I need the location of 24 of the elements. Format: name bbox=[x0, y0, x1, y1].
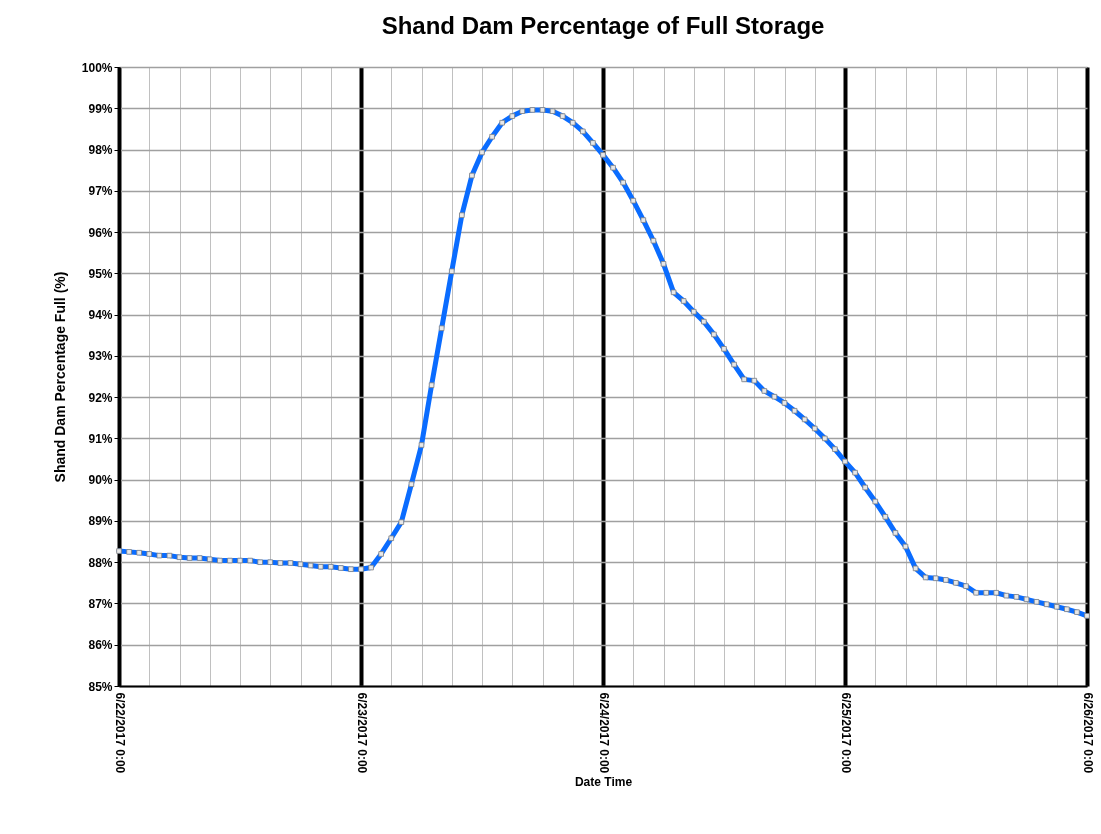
y-tick-label: 97% bbox=[88, 184, 113, 199]
x-tick-label: 6/25/2017 0:00 bbox=[838, 692, 853, 774]
y-axis-title: Shand Dam Percentage Full (%) bbox=[51, 271, 68, 483]
y-tick-label: 98% bbox=[88, 143, 113, 158]
y-tick-label: 86% bbox=[88, 638, 113, 653]
x-tick-label: 6/22/2017 0:00 bbox=[112, 692, 127, 774]
x-tick-label: 6/23/2017 0:00 bbox=[354, 692, 369, 774]
y-tick-label: 99% bbox=[88, 101, 113, 116]
y-tick-label: 92% bbox=[88, 390, 113, 405]
x-tick-label: 6/26/2017 0:00 bbox=[1080, 692, 1095, 774]
y-tick-label: 100% bbox=[81, 60, 113, 75]
x-tick-label: 6/24/2017 0:00 bbox=[596, 692, 611, 774]
y-tick-label: 95% bbox=[88, 266, 113, 281]
y-tick-label: 93% bbox=[88, 349, 113, 364]
y-tick-label: 91% bbox=[88, 431, 113, 446]
y-tick-label: 87% bbox=[88, 596, 113, 611]
y-tick-label: 96% bbox=[88, 225, 113, 240]
y-tick-label: 88% bbox=[88, 555, 113, 570]
y-tick-label: 85% bbox=[88, 679, 113, 694]
chart-title: Shand Dam Percentage of Full Storage bbox=[381, 12, 825, 39]
y-tick-label: 89% bbox=[88, 514, 113, 529]
x-axis-title: Date Time bbox=[574, 775, 633, 790]
y-tick-label: 90% bbox=[88, 473, 113, 488]
y-tick-label: 94% bbox=[88, 308, 113, 323]
